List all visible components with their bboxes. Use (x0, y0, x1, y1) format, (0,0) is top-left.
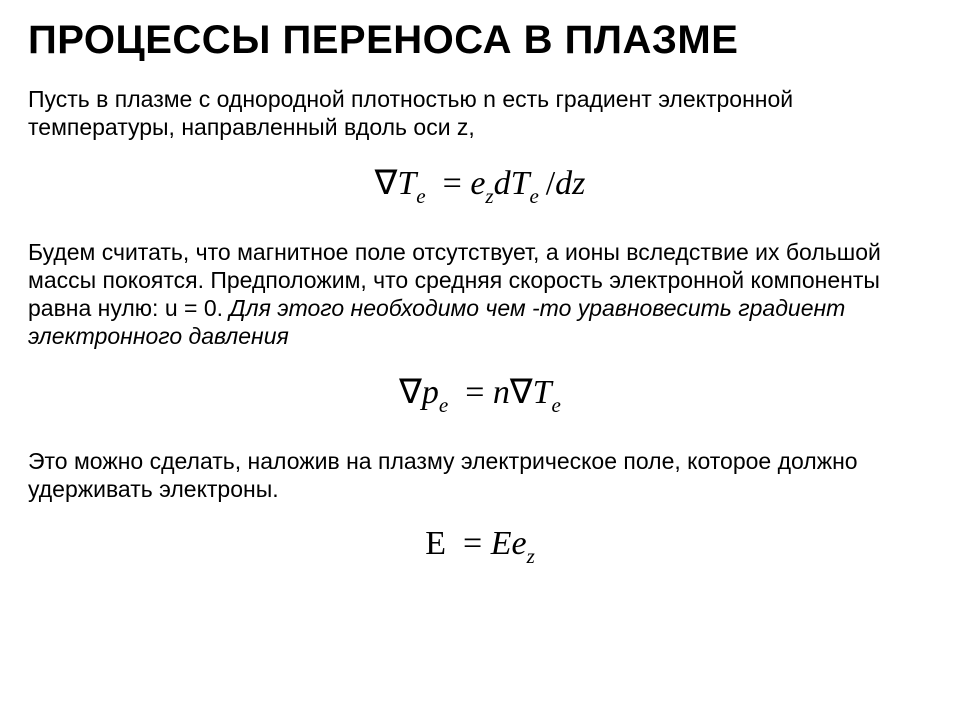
equation-2-content: ∇pe = n∇Te (399, 374, 561, 411)
closing-paragraph: Это можно сделать, наложив на плазму эле… (28, 447, 932, 503)
slide-page: ПРОЦЕССЫ ПЕРЕНОСА В ПЛАЗМЕ Пусть в плазм… (0, 0, 960, 720)
intro-paragraph: Пусть в плазме с однородной плотностью n… (28, 85, 932, 141)
middle-paragraph: Будем считать, что магнитное поле отсутс… (28, 238, 932, 350)
equation-1-content: ∇Te = ezdTe /dz (375, 165, 586, 202)
equation-3-content: E = Eez (425, 525, 535, 562)
page-title: ПРОЦЕССЫ ПЕРЕНОСА В ПЛАЗМЕ (28, 18, 932, 63)
equation-1: ∇Te = ezdTe /dz (28, 163, 932, 208)
equation-3: E = Eez (28, 525, 932, 568)
equation-2: ∇pe = n∇Te (28, 372, 932, 417)
